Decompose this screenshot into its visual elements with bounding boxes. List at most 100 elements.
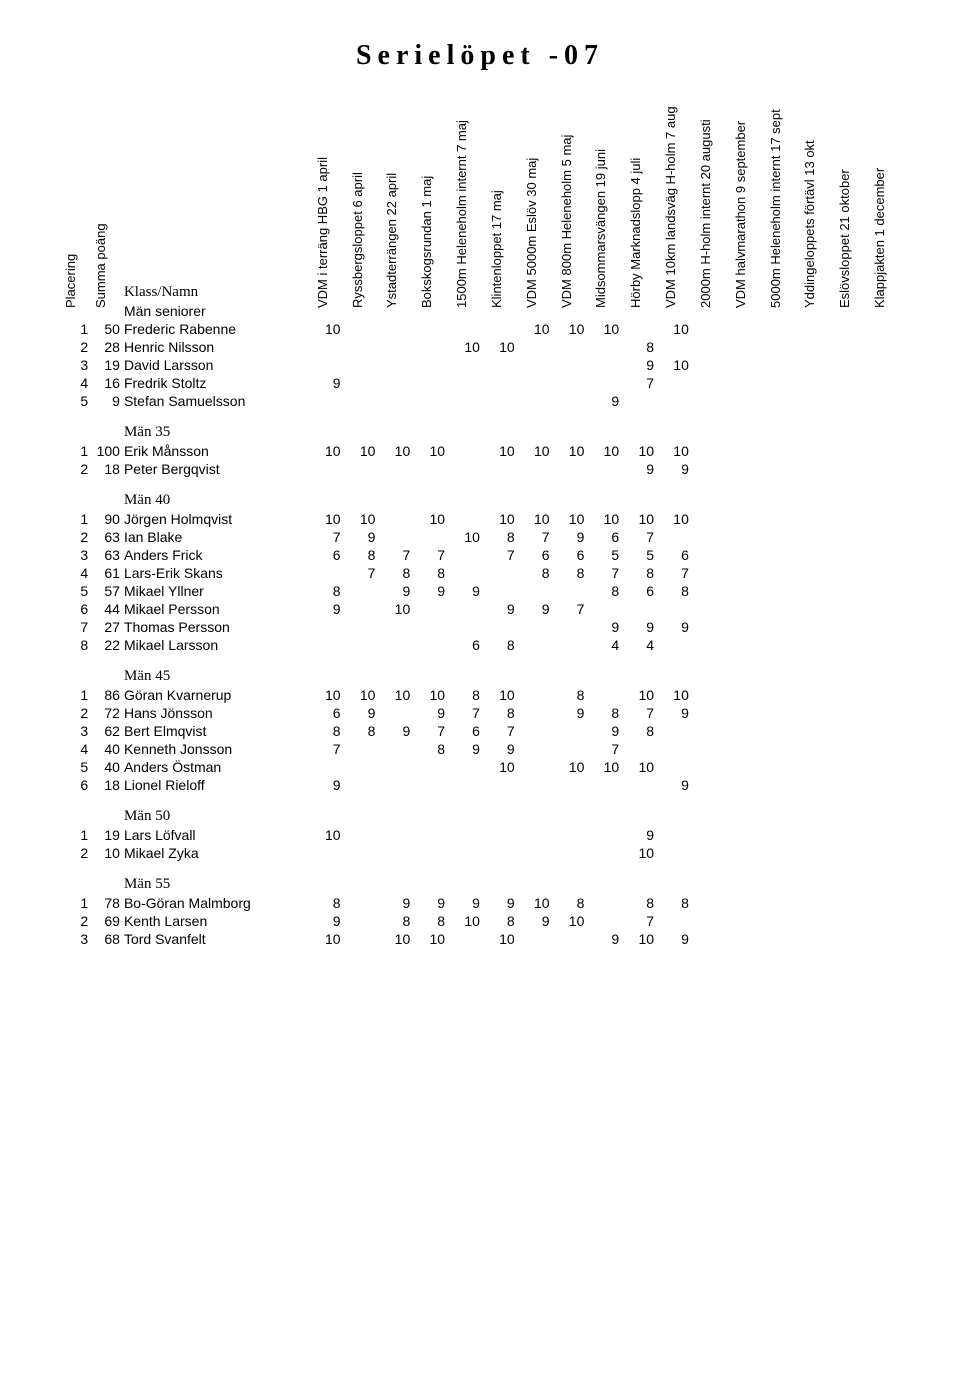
col-event-11: 2000m H-holm internt 20 augusti [691,92,726,302]
cell-value [691,546,726,564]
cell-value: 9 [552,528,587,546]
cell-value [447,510,482,528]
cell-value [830,356,865,374]
cell-value: 10 [308,442,343,460]
cell-value [691,460,726,478]
cell-placering: 4 [60,374,90,392]
cell-value: 7 [552,600,587,618]
cell-placering: 3 [60,722,90,740]
cell-value [761,442,796,460]
cell-value: 10 [621,758,656,776]
cell-value [795,704,830,722]
cell-value [691,442,726,460]
table-row: 186Göran Kvarnerup1010101081081010 [60,686,900,704]
group-label: Män seniorer [122,302,308,320]
cell-value [795,338,830,356]
cell-value: 10 [586,320,621,338]
cell-name: Göran Kvarnerup [122,686,308,704]
cell-placering: 3 [60,546,90,564]
cell-value: 8 [586,704,621,722]
cell-value [830,510,865,528]
cell-value [865,930,900,948]
cell-value [447,392,482,410]
cell-value [586,894,621,912]
cell-summa: 62 [90,722,122,740]
col-event-15: Eslövsloppet 21 oktober [830,92,865,302]
cell-value [691,912,726,930]
cell-placering: 2 [60,460,90,478]
cell-value: 8 [377,912,412,930]
cell-value [726,618,761,636]
cell-value: 7 [377,546,412,564]
cell-value: 10 [343,510,378,528]
col-event-14: Yddingeloppets förtävl 13 okt [795,92,830,302]
cell-value [552,930,587,948]
cell-value: 8 [308,894,343,912]
cell-value: 10 [621,930,656,948]
cell-value [377,704,412,722]
cell-placering: 5 [60,582,90,600]
cell-value [761,356,796,374]
cell-value [308,392,343,410]
cell-value: 9 [586,392,621,410]
cell-value: 7 [621,912,656,930]
cell-value [656,740,691,758]
cell-value [656,758,691,776]
cell-value [795,894,830,912]
cell-placering: 8 [60,636,90,654]
cell-value [830,776,865,794]
cell-value [865,392,900,410]
cell-value [830,374,865,392]
cell-value [343,600,378,618]
cell-value [343,636,378,654]
cell-value: 8 [343,722,378,740]
cell-name: Tord Svanfelt [122,930,308,948]
cell-value: 10 [482,686,517,704]
cell-value [795,636,830,654]
cell-value [865,528,900,546]
cell-value [621,740,656,758]
cell-summa: 61 [90,564,122,582]
cell-value [830,636,865,654]
cell-value: 8 [621,722,656,740]
cell-value: 7 [621,704,656,722]
cell-value [447,600,482,618]
cell-value [656,528,691,546]
cell-value: 6 [552,546,587,564]
cell-value [586,600,621,618]
cell-placering: 2 [60,528,90,546]
cell-value [482,776,517,794]
cell-value [830,564,865,582]
cell-value [552,374,587,392]
cell-value: 8 [447,686,482,704]
cell-value [726,704,761,722]
cell-value [447,564,482,582]
cell-value [726,528,761,546]
table-row: 727Thomas Persson999 [60,618,900,636]
cell-value: 9 [308,600,343,618]
cell-value: 8 [586,582,621,600]
cell-value [586,374,621,392]
cell-value: 7 [621,528,656,546]
table-row: 557Mikael Yllner8999868 [60,582,900,600]
cell-value: 9 [482,600,517,618]
cell-value [830,338,865,356]
cell-value [761,320,796,338]
cell-value [308,338,343,356]
cell-value: 9 [447,740,482,758]
cell-value: 9 [621,618,656,636]
cell-value: 9 [656,930,691,948]
cell-value [656,374,691,392]
cell-value: 7 [621,374,656,392]
cell-value [552,392,587,410]
cell-name: Ian Blake [122,528,308,546]
cell-value [517,582,552,600]
col-summa: Summa poäng [90,92,122,302]
cell-value [412,844,447,862]
cell-placering: 2 [60,844,90,862]
cell-value [552,826,587,844]
cell-value [586,776,621,794]
cell-summa: 72 [90,704,122,722]
cell-value [447,618,482,636]
cell-summa: 78 [90,894,122,912]
